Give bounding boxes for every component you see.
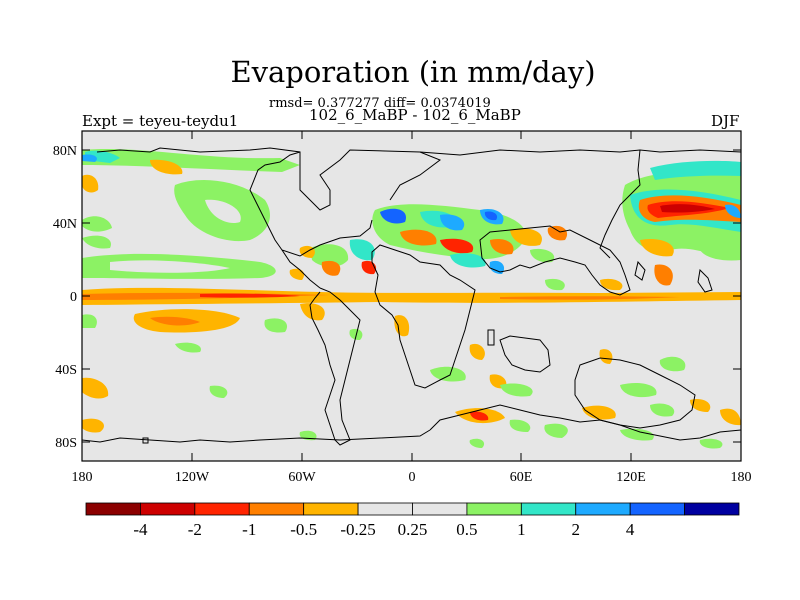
lon-label-120w: 120W (175, 470, 210, 485)
colorbar-label: 2 (572, 520, 581, 539)
colorbar-swatch (575, 502, 631, 516)
colorbar-swatch (194, 502, 250, 516)
colorbar-label: 1 (517, 520, 526, 539)
colorbar-swatch (412, 502, 468, 516)
lon-label-60e: 60E (510, 470, 533, 485)
colorbar: -4 -2 -1 -0.5 -0.25 0.25 0.5 1 2 4 (85, 502, 740, 539)
lat-label-40n: 40N (53, 217, 77, 232)
colorbar-label: -2 (188, 520, 202, 539)
colorbar-swatch (684, 502, 740, 516)
colorbar-label: 4 (626, 520, 635, 539)
colorbar-swatch (85, 502, 141, 516)
colorbar-swatch (629, 502, 685, 516)
lat-label-80n: 80N (53, 144, 77, 159)
colorbar-label: 0.5 (456, 520, 477, 539)
anomaly-field (82, 148, 741, 449)
rmsd-diff-stats: rmsd= 0.377277 diff= 0.0374019 (269, 96, 491, 111)
lon-ticks (81, 131, 742, 461)
colorbar-swatch (248, 502, 305, 516)
lat-label-eq: 0 (70, 290, 77, 305)
experiment-subtitle: 102_6_MaBP - 102_6_MaBP (309, 106, 521, 124)
lon-label-180e: 180 (731, 470, 752, 485)
colorbar-swatch (303, 502, 359, 516)
experiment-label: Expt = teyeu-teydu1 (82, 112, 239, 130)
colorbar-swatch (466, 502, 522, 516)
coastlines (82, 147, 741, 446)
lon-label-60w: 60W (288, 470, 316, 485)
colorbar-swatch (140, 502, 196, 516)
lat-label-80s: 80S (55, 436, 77, 451)
season-label: DJF (711, 112, 740, 130)
colorbar-swatch (357, 502, 413, 516)
colorbar-swatch (520, 502, 577, 516)
lat-ticks (82, 149, 741, 443)
lon-label-180w: 180 (72, 470, 93, 485)
colorbar-label: 0.25 (398, 520, 428, 539)
lat-label-40s: 40S (55, 363, 77, 378)
lon-label-0: 0 (409, 470, 416, 485)
colorbar-label: -0.25 (340, 520, 375, 539)
colorbar-label: -4 (133, 520, 148, 539)
colorbar-label: -1 (242, 520, 256, 539)
colorbar-label: -0.5 (290, 520, 317, 539)
lon-label-120e: 120E (616, 470, 646, 485)
map-title: Evaporation (in mm/day) (230, 55, 596, 89)
